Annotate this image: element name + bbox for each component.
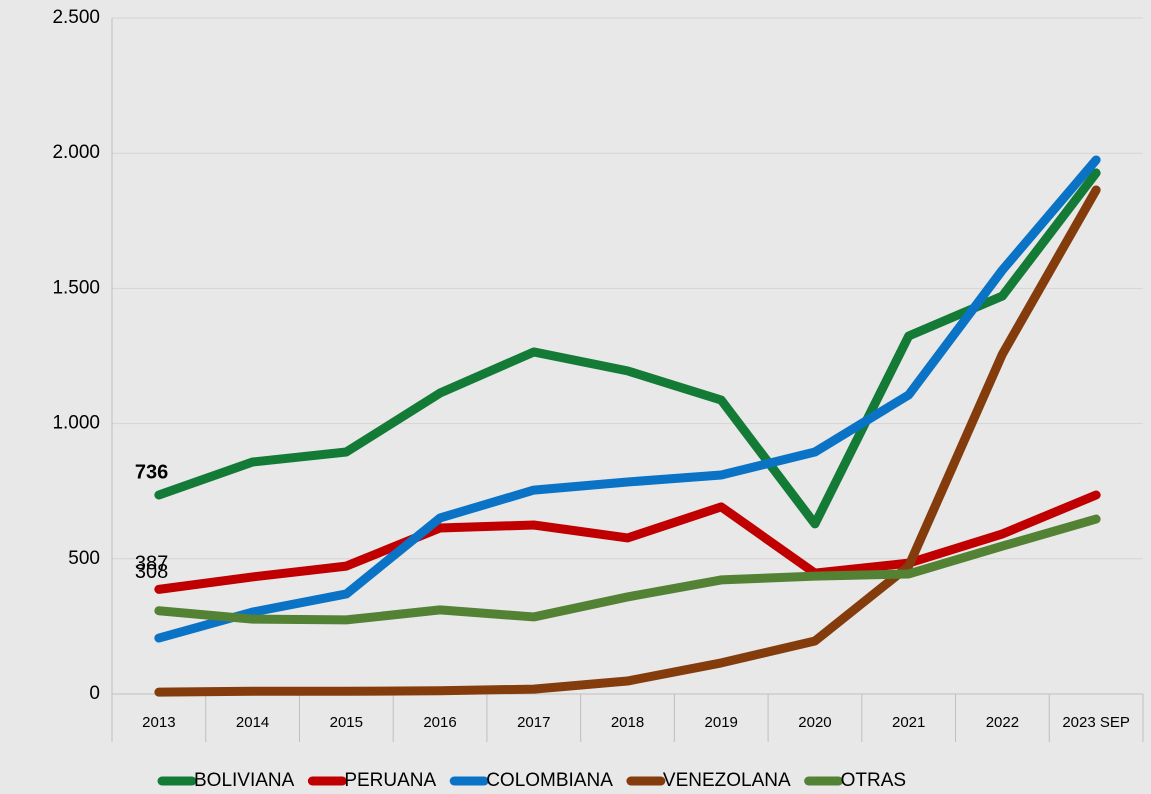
x-tick-label: 2016	[423, 714, 456, 731]
x-tick-label: 2022	[986, 714, 1019, 731]
data-label: 387	[135, 553, 168, 575]
series-line	[154, 514, 1101, 625]
legend-label: COLOMBIANA	[486, 770, 613, 791]
series-line	[154, 185, 1101, 697]
x-tick-label: 2014	[236, 714, 269, 731]
y-tick-label: 1.500	[52, 277, 100, 298]
series-line	[154, 490, 1101, 594]
legend-label: VENEZOLANA	[663, 770, 791, 791]
legend-label: PERUANA	[344, 770, 436, 791]
x-tick-label: 2020	[798, 714, 831, 731]
y-tick-label: 2.500	[52, 7, 100, 28]
x-tick-label: 2019	[705, 714, 738, 731]
x-tick-label: 2017	[517, 714, 550, 731]
x-tick-label: 2021	[892, 714, 925, 731]
legend-label: BOLIVIANA	[194, 770, 295, 791]
data-label: 308	[135, 561, 168, 583]
x-tick-label: 2023 SEP	[1062, 714, 1130, 731]
x-tick-label: 2015	[330, 714, 363, 731]
x-tick-label: 2018	[611, 714, 644, 731]
series-line	[154, 168, 1101, 529]
data-label: 736	[135, 461, 168, 483]
y-tick-label: 2.000	[52, 142, 100, 163]
x-tick-label: 2013	[142, 714, 175, 731]
legend-label: OTRAS	[841, 770, 906, 791]
series-line	[154, 155, 1101, 643]
y-tick-label: 0	[89, 683, 100, 704]
y-tick-label: 1.000	[52, 413, 100, 434]
y-tick-label: 500	[68, 548, 100, 569]
